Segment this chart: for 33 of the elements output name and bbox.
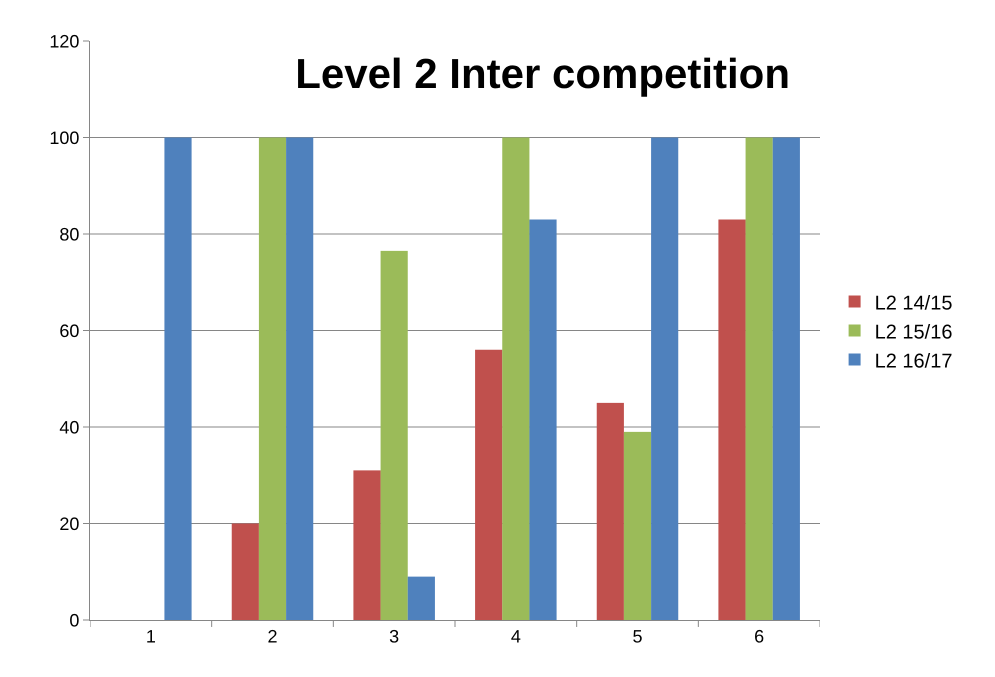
bar — [624, 432, 652, 620]
x-tick-label: 5 — [632, 626, 643, 647]
x-tick-label: 6 — [754, 626, 764, 647]
y-tick-label: 100 — [49, 128, 80, 148]
y-tick-label: 60 — [59, 320, 80, 341]
bar — [772, 138, 800, 620]
y-tick-label: 0 — [69, 610, 80, 630]
bar — [746, 138, 773, 620]
bar — [258, 138, 286, 620]
y-tick-label: 20 — [59, 514, 80, 534]
x-tick-label: 3 — [389, 626, 400, 647]
x-tick-label: 1 — [146, 626, 156, 647]
bar — [529, 220, 557, 620]
bar — [164, 138, 192, 620]
bar — [596, 402, 624, 620]
bar — [408, 576, 435, 620]
x-tick-label: 2 — [267, 626, 278, 647]
y-tick-label: 120 — [49, 31, 80, 52]
bar — [475, 350, 502, 620]
y-tick-label: 80 — [59, 224, 80, 244]
bar — [286, 138, 314, 620]
chart-title: Level 2 Inter competition — [295, 50, 790, 97]
y-tick-label: 40 — [59, 417, 80, 438]
bar — [651, 138, 678, 620]
bar — [502, 138, 530, 620]
x-tick-label: 4 — [510, 626, 521, 647]
bar — [353, 470, 381, 620]
legend-label: L2 16/17 — [874, 350, 952, 372]
bar — [232, 524, 259, 620]
legend-label: L2 14/15 — [874, 292, 952, 314]
bar — [380, 250, 408, 620]
bar — [718, 220, 746, 620]
legend-label: L2 15/16 — [874, 321, 952, 344]
